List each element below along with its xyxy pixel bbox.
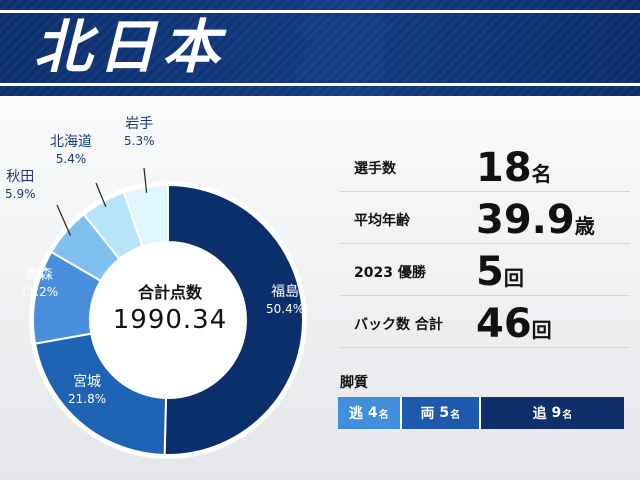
segment-label: 両 (420, 406, 435, 422)
stat-label: 2023 優勝 (354, 265, 426, 281)
banner-stripe-bottom (0, 83, 640, 86)
leader-line (143, 167, 148, 193)
center-value: 1990.34 (112, 305, 228, 335)
stat-value: 18名 (476, 146, 552, 196)
segment-unit: 名 (562, 409, 573, 421)
center-label: 合計点数 (137, 283, 202, 302)
slice-value: 5.4% (55, 152, 87, 166)
stat-number: 39.9 (476, 197, 575, 243)
leader-line (56, 204, 71, 236)
slice-value: 11.2% (20, 285, 59, 299)
stat-row-wins: 2023 優勝 5回 (340, 248, 630, 296)
segment-count: 4 (367, 405, 378, 421)
slice-name: 福島 (271, 284, 300, 300)
donut-hole (91, 243, 245, 397)
slice-value: 21.8% (68, 392, 107, 406)
stat-value: 5回 (476, 250, 524, 300)
running-style-title: 脚質 (340, 375, 368, 391)
segment-count: 9 (551, 405, 562, 421)
banner-stripe-top (0, 10, 640, 13)
segment-label: 逃 (348, 406, 363, 422)
page-title: 北日本 (34, 13, 227, 81)
slice-name: 青森 (25, 267, 54, 283)
stat-number: 18 (476, 145, 532, 191)
leader-line (95, 182, 107, 208)
stat-unit: 歳 (574, 214, 595, 238)
stat-label: 選手数 (354, 161, 396, 177)
slice-label: 青森 11.2% (20, 267, 58, 301)
donut-slice (122, 183, 169, 248)
stat-unit: 回 (503, 266, 524, 290)
slice-value: 50.4% (266, 302, 305, 316)
stat-label: 平均年齢 (354, 213, 410, 229)
slice-label: 秋田 5.9% (5, 169, 36, 203)
stat-value: 46回 (476, 302, 552, 352)
stat-label: バック数 合計 (354, 317, 443, 333)
segment-count: 5 (439, 405, 450, 421)
header-banner: 北日本 (0, 0, 640, 96)
segment-unit: 名 (378, 409, 389, 421)
slice-value: 5.9% (5, 187, 36, 201)
donut-chart: 合計点数 1990.34 福島 50.4% 宮城 21.8% 青森 11.2% 秋田 5.9%… (0, 96, 330, 480)
slice-label: 宮城 21.8% (68, 374, 106, 408)
slice-label: 岩手 5.3% (124, 116, 155, 150)
stat-row-age: 平均年齢 39.9歳 (340, 196, 630, 244)
stat-row-backs: バック数 合計 46回 (340, 300, 630, 348)
stat-row-players: 選手数 18名 (340, 144, 630, 192)
slice-name: 秋田 (6, 169, 35, 185)
stat-value: 39.9歳 (476, 198, 595, 248)
donut-slice (163, 183, 304, 456)
slice-label: 福島 50.4% (266, 284, 304, 318)
donut-slice (33, 332, 168, 456)
slice-name: 岩手 (125, 116, 154, 132)
donut-svg (29, 167, 307, 459)
stat-number: 46 (476, 301, 532, 347)
stat-unit: 名 (531, 162, 552, 186)
segment-label: 追 (532, 406, 547, 422)
slice-name: 北海道 (50, 134, 92, 150)
slice-label: 北海道 5.4% (50, 134, 92, 168)
segment-unit: 名 (450, 409, 461, 421)
slice-name: 宮城 (73, 374, 102, 390)
stat-number: 5 (476, 249, 504, 295)
stat-unit: 回 (531, 318, 552, 342)
slice-value: 5.3% (124, 134, 155, 148)
